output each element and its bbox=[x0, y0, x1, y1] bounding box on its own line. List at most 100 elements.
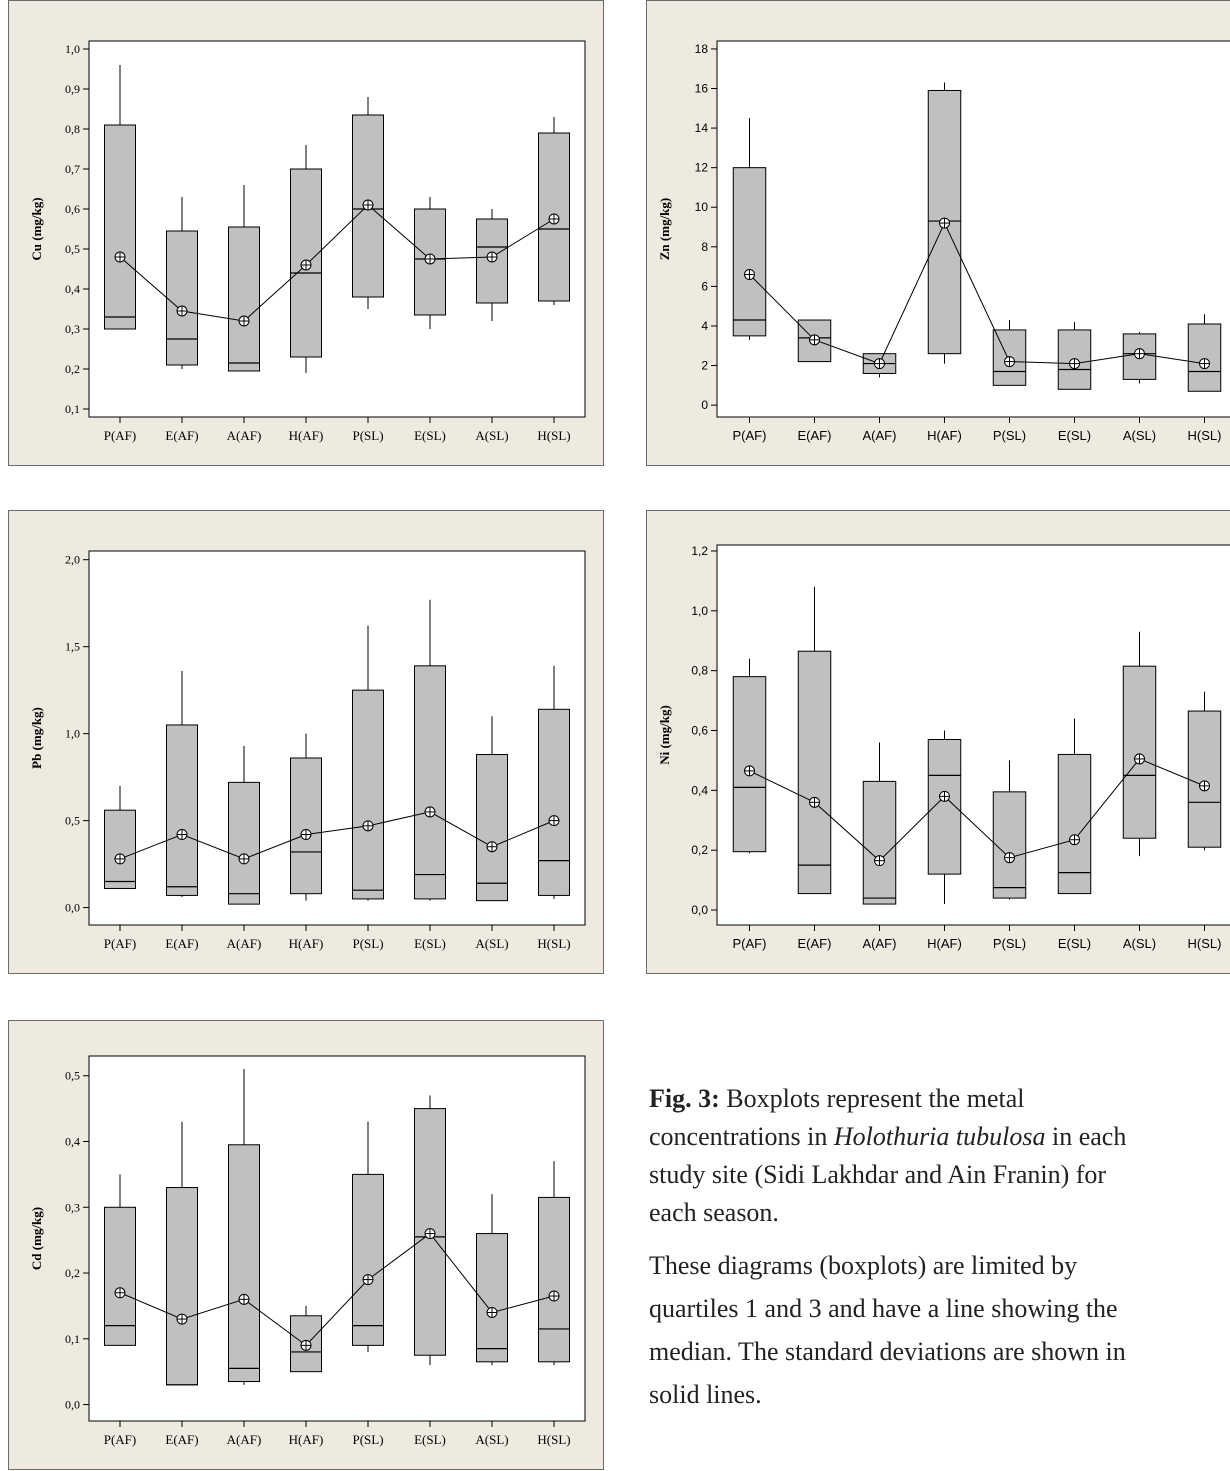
box-E(AF) bbox=[797, 319, 832, 363]
desc-line-4: solid lines. bbox=[649, 1380, 762, 1409]
mean-marker bbox=[424, 806, 436, 818]
box-A(AF) bbox=[228, 1069, 260, 1385]
mean-connect-line bbox=[749, 758, 1205, 862]
y-tick-label: 0,4 bbox=[65, 1134, 80, 1148]
box-A(SL) bbox=[476, 1194, 508, 1366]
mean-marker bbox=[1004, 356, 1015, 368]
figure-caption: Fig. 3: Boxplots represent the metal con… bbox=[649, 1080, 1230, 1416]
x-tick-label: A(SL) bbox=[475, 936, 508, 951]
box-H(SL) bbox=[1187, 691, 1222, 851]
mean-marker bbox=[238, 315, 250, 327]
box-E(SL) bbox=[414, 599, 446, 901]
mean-marker bbox=[1134, 348, 1145, 360]
box-E(SL) bbox=[1057, 718, 1092, 895]
x-tick-label: A(SL) bbox=[475, 1432, 508, 1447]
x-tick-label: P(AF) bbox=[104, 1432, 137, 1447]
figure-label: Fig. 3: bbox=[649, 1084, 720, 1113]
y-tick-label: 14 bbox=[695, 121, 709, 135]
mean-marker bbox=[1004, 852, 1015, 864]
y-tick-label: 0,2 bbox=[691, 843, 708, 857]
x-tick-label: P(SL) bbox=[352, 428, 383, 443]
mean-marker bbox=[548, 213, 560, 225]
y-tick-label: 1,2 bbox=[691, 544, 708, 558]
iqr-box bbox=[352, 114, 384, 298]
iqr-box bbox=[104, 124, 136, 330]
iqr-box bbox=[862, 780, 897, 905]
box-A(SL) bbox=[1122, 631, 1157, 857]
iqr-box bbox=[992, 791, 1027, 899]
mean-connect-line bbox=[119, 811, 555, 860]
iqr-box bbox=[414, 665, 446, 900]
y-tick-label: 0,5 bbox=[65, 814, 80, 828]
iqr-box bbox=[352, 1173, 384, 1346]
iqr-box bbox=[228, 781, 260, 905]
x-tick-label: A(SL) bbox=[1123, 428, 1156, 443]
x-tick-label: A(AF) bbox=[227, 936, 262, 951]
mean-marker bbox=[300, 1339, 312, 1351]
y-tick-label: 0 bbox=[701, 398, 708, 412]
x-tick-label: H(AF) bbox=[927, 936, 962, 951]
box-P(SL) bbox=[352, 97, 384, 309]
cd-boxplot-panel: 0,0 0,1 0,2 0,3 0,4 0,5 Cd (mg/kg) P(AF) E(AF) A(… bbox=[8, 1020, 604, 1470]
box-P(SL) bbox=[352, 625, 384, 901]
plot-area bbox=[88, 1055, 586, 1422]
y-axis-label: Cd (mg/kg) bbox=[29, 1207, 44, 1270]
zn-boxplot-panel: 0 2 4 6 8 10 12 14 16 18 Zn (mg/kg) P(AF) E(AF) A(AF)… bbox=[646, 0, 1230, 466]
iqr-box bbox=[290, 757, 322, 895]
mean-marker bbox=[300, 829, 312, 841]
x-tick-label: P(AF) bbox=[104, 936, 137, 951]
ni-boxplot-chart: 0,0 0,2 0,4 0,6 0,8 1,0 1,2 Ni (mg/kg) P(AF) E(AF… bbox=[657, 544, 1230, 951]
y-tick-label: 0,0 bbox=[65, 901, 80, 915]
caption-line-2-b: in each bbox=[1045, 1122, 1127, 1151]
mean-marker bbox=[809, 334, 820, 346]
mean-marker bbox=[176, 305, 188, 317]
x-tick-label: A(SL) bbox=[475, 428, 508, 443]
y-tick-label: 0,0 bbox=[691, 903, 708, 917]
x-tick-label: H(AF) bbox=[289, 428, 324, 443]
box-A(SL) bbox=[476, 716, 508, 902]
x-tick-label: E(SL) bbox=[1058, 936, 1091, 951]
box-E(AF) bbox=[166, 1121, 198, 1386]
x-tick-label: A(AF) bbox=[227, 428, 262, 443]
iqr-box bbox=[476, 754, 508, 902]
iqr-box bbox=[538, 708, 570, 896]
y-tick-label: 0,1 bbox=[65, 1332, 80, 1346]
iqr-box bbox=[1187, 323, 1222, 392]
y-tick-label: 2 bbox=[701, 359, 708, 373]
box-P(AF) bbox=[104, 1174, 136, 1346]
x-tick-label: A(AF) bbox=[863, 428, 897, 443]
x-tick-label: H(SL) bbox=[1188, 936, 1222, 951]
cu-boxplot-chart: 0,1 0,2 0,3 0,4 0,5 0,6 0,7 0,8 0,9 1,0 Cu (mg/kg)… bbox=[29, 40, 586, 443]
mean-marker bbox=[939, 790, 950, 802]
mean-marker bbox=[238, 1293, 250, 1305]
iqr-box bbox=[732, 676, 767, 853]
box-P(SL) bbox=[352, 1121, 384, 1352]
mean-marker bbox=[1199, 780, 1210, 792]
x-tick-label: H(SL) bbox=[537, 428, 570, 443]
mean-connect-line bbox=[119, 1232, 555, 1347]
desc-line-3: median. The standard deviations are show… bbox=[649, 1337, 1126, 1366]
y-tick-label: 6 bbox=[701, 279, 708, 293]
plot-area bbox=[88, 40, 586, 418]
mean-marker bbox=[809, 796, 820, 808]
x-tick-label: H(AF) bbox=[289, 1432, 324, 1447]
y-tick-label: 0,2 bbox=[65, 1266, 80, 1280]
cu-boxplot-panel: 0,1 0,2 0,3 0,4 0,5 0,6 0,7 0,8 0,9 1,0 Cu (mg/kg)… bbox=[8, 0, 604, 466]
iqr-box bbox=[1187, 710, 1222, 848]
y-tick-label: 0,6 bbox=[65, 202, 80, 216]
mean-marker bbox=[1069, 834, 1080, 846]
box-H(SL) bbox=[538, 665, 570, 899]
y-tick-label: 0,5 bbox=[65, 242, 80, 256]
y-axis-label: Pb (mg/kg) bbox=[29, 707, 44, 769]
x-tick-label: E(AF) bbox=[165, 936, 198, 951]
mean-marker bbox=[114, 853, 126, 865]
y-tick-label: 1,5 bbox=[65, 640, 80, 654]
caption-line-2-a: concentrations in bbox=[649, 1122, 834, 1151]
box-H(AF) bbox=[290, 145, 322, 373]
box-E(AF) bbox=[797, 586, 832, 895]
y-tick-label: 0,0 bbox=[65, 1398, 80, 1412]
y-tick-label: 0,4 bbox=[691, 783, 708, 797]
y-axis-label: Cu (mg/kg) bbox=[29, 197, 44, 260]
box-P(AF) bbox=[104, 785, 136, 889]
box-P(AF) bbox=[732, 118, 767, 340]
